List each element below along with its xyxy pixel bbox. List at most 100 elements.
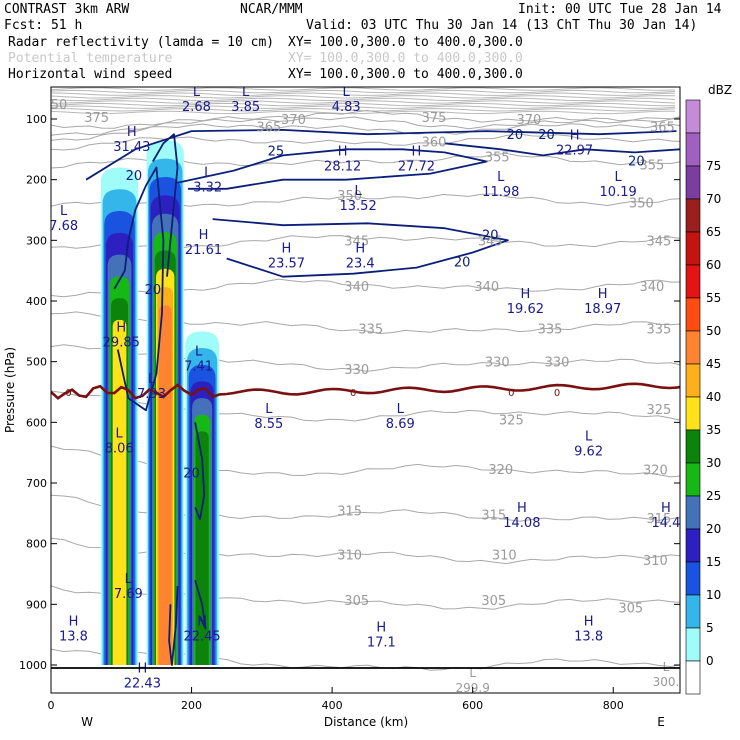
colorbar-swatch (685, 363, 701, 398)
isentrope-band-line (51, 102, 676, 107)
isentrope-label: 305 (344, 594, 369, 609)
x-tick-label: 800 (603, 699, 624, 712)
isentrope-band-line (51, 92, 676, 96)
high-marker: H (199, 228, 209, 243)
isentrope-label: 310 (492, 549, 517, 564)
field-reflectivity-range: XY= 100.0,300.0 to 400.0,300.0 (288, 35, 523, 50)
isentrope-label: 345 (344, 234, 369, 249)
valid-time: Valid: 03 UTC Thu 30 Jan 14 (13 ChT Thu … (306, 18, 697, 33)
top-left-isentrope-label: 50 (51, 98, 68, 113)
extremum-value: 9.62 (574, 445, 603, 460)
wind-contour-label: 20 (126, 169, 143, 184)
y-tick-label: 400 (26, 295, 47, 308)
isentrope-line (51, 123, 680, 141)
colorbar-label: 70 (706, 192, 721, 206)
isentrope-label: 355 (639, 159, 664, 174)
colorbar-swatch (685, 99, 701, 134)
isentrope-label: 375 (422, 111, 447, 126)
extremum-value: 3.32 (193, 181, 222, 196)
freezing-level-label: 0 (554, 388, 560, 399)
extremum-value: 23.4 (346, 256, 375, 271)
isentrope-band-line (51, 89, 676, 94)
low-marker: L (195, 345, 203, 360)
low-marker: L (663, 660, 670, 674)
colorbar-label: 45 (706, 357, 721, 371)
wind-contour-label: 20 (538, 128, 555, 143)
high-marker: H (598, 287, 608, 302)
wind-speed-contour (85, 129, 677, 181)
colorbar-swatch (685, 462, 701, 497)
x-axis-west-label: W (81, 715, 93, 729)
isentrope-label: 325 (499, 413, 524, 428)
extremum-value: 29.85 (103, 335, 140, 350)
low-marker: L (60, 204, 68, 219)
isentrope-label: 335 (358, 322, 383, 337)
freezing-level-line (51, 382, 680, 400)
extremum-value: 17.1 (367, 636, 396, 651)
wind-contour-label: 20 (628, 154, 645, 169)
y-tick-label: 300 (26, 234, 47, 247)
y-tick-label: 800 (26, 538, 47, 551)
isentrope-band-line (51, 110, 676, 115)
extremum-value: 10.19 (600, 185, 637, 200)
plot-frame (50, 86, 681, 694)
y-tick-label: 1000 (19, 659, 47, 672)
extremum-value: 18.97 (584, 302, 621, 317)
wind-speed-contour (152, 133, 179, 277)
extremum-value: 31.43 (113, 140, 150, 155)
colorbar-swatch (685, 429, 701, 464)
extremum-value: 297.0 (134, 693, 168, 707)
extremum-value: 13.8 (574, 630, 603, 645)
colorbar-swatch (685, 198, 701, 233)
colorbar-label: 0 (706, 654, 714, 668)
isentrope-label: 330 (545, 356, 570, 371)
colorbar-label: 60 (706, 258, 721, 272)
extremum-value: 27.72 (398, 159, 435, 174)
init-time: Init: 00 UTC Tue 28 Jan 14 (518, 2, 722, 17)
wind-speed-contour (444, 142, 680, 157)
isentrope-label: 365 (256, 120, 281, 135)
isentrope-line (51, 116, 680, 136)
colorbar-swatch (685, 528, 701, 563)
high-marker: H (570, 129, 580, 144)
high-marker: H (584, 615, 594, 630)
model-name: CONTRAST 3km ARW (4, 2, 129, 17)
colorbar-label: 75 (706, 159, 721, 173)
high-marker: H (127, 125, 137, 140)
field-theta-title: Potential temperature (8, 51, 173, 66)
y-tick-label: 900 (26, 598, 47, 611)
extremum-value: 4.83 (332, 100, 361, 115)
wind-contour-labels: 20 25 20 20 20 20 20 20 20 50 (51, 98, 645, 482)
isentrope-label: 345 (647, 234, 672, 249)
wind-contour-label: 20 (145, 283, 162, 298)
y-tick-label: 700 (26, 477, 47, 490)
colorbar-label: 5 (706, 621, 714, 635)
isentrope-label: 365 (650, 120, 675, 135)
high-marker: H (338, 144, 348, 159)
extremum-value: 22.45 (183, 630, 220, 645)
colorbar-label: 25 (706, 489, 721, 503)
freezing-level: 0 0 0 0 (51, 382, 680, 400)
isentrope-band-line (51, 87, 676, 91)
extremum-value: 7.41 (184, 360, 213, 375)
low-marker: L (204, 166, 212, 181)
org-name: NCAR/MMM (240, 2, 303, 17)
high-marker: H (412, 144, 422, 159)
extremum-value: 21.61 (185, 243, 222, 258)
reflectivity-fill (100, 140, 219, 666)
x-tick-label: 600 (462, 699, 483, 712)
extremum-value: 22.97 (556, 144, 593, 159)
isentrope-label: 335 (538, 322, 563, 337)
forecast-hour: Fcst: 51 h (4, 18, 82, 33)
low-marker: L (148, 372, 156, 387)
y-tick-label: 600 (26, 416, 47, 429)
isentrope-label: 340 (344, 280, 369, 295)
isentrope-label: 350 (629, 197, 654, 212)
low-marker: L (125, 572, 133, 587)
wind-speed-contour (194, 579, 207, 630)
high-marker: H (282, 241, 292, 256)
colorbar-label: 40 (706, 390, 721, 404)
isentrope-band-line (51, 100, 676, 104)
low-marker: L (397, 402, 405, 417)
